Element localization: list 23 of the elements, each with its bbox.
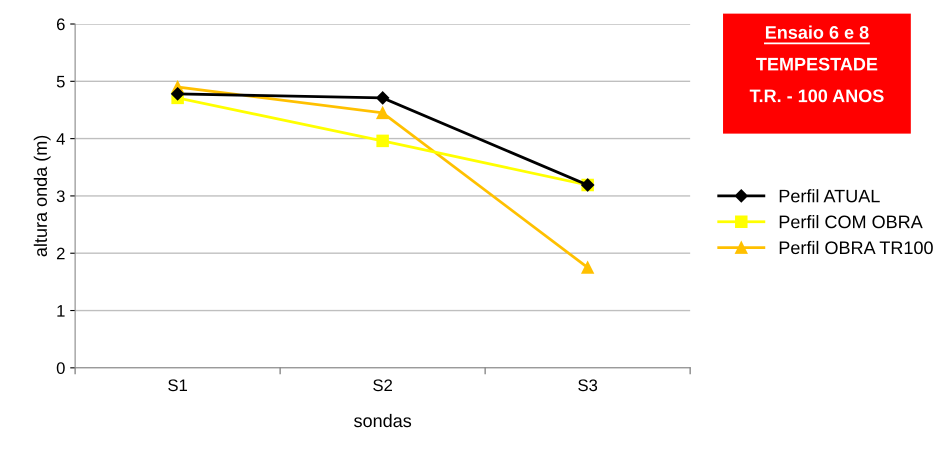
y-tick-label: 2	[56, 248, 65, 260]
point	[376, 91, 390, 105]
x-axis-title: sondas	[354, 414, 412, 428]
point	[376, 134, 389, 148]
text: Ensaio 6 e 8	[766, 26, 869, 39]
y-tick-label: 5	[56, 76, 65, 88]
x-tick-label: S2	[373, 379, 392, 392]
point	[376, 106, 389, 120]
point	[581, 261, 594, 274]
x-tick-label: S1	[168, 379, 188, 392]
y-tick-label: 3	[56, 190, 65, 202]
text: T.R. - 100 ANOS	[750, 89, 884, 102]
x-tick-label: S3	[578, 379, 598, 392]
legend-label: Perfil ATUAL	[780, 189, 880, 202]
text: TEMPESTADE	[756, 58, 878, 71]
legend-label: Perfil COM OBRA	[780, 215, 923, 228]
y-tick-label: 1	[57, 305, 65, 317]
point	[171, 87, 184, 101]
y-axis-title: altura onda (m)	[34, 136, 51, 256]
y-tick-label: 0	[56, 362, 65, 374]
y-tick-label: 6	[56, 18, 65, 30]
y-tick-label: 4	[56, 133, 65, 145]
legend-label: Perfil OBRA TR100	[780, 240, 933, 254]
